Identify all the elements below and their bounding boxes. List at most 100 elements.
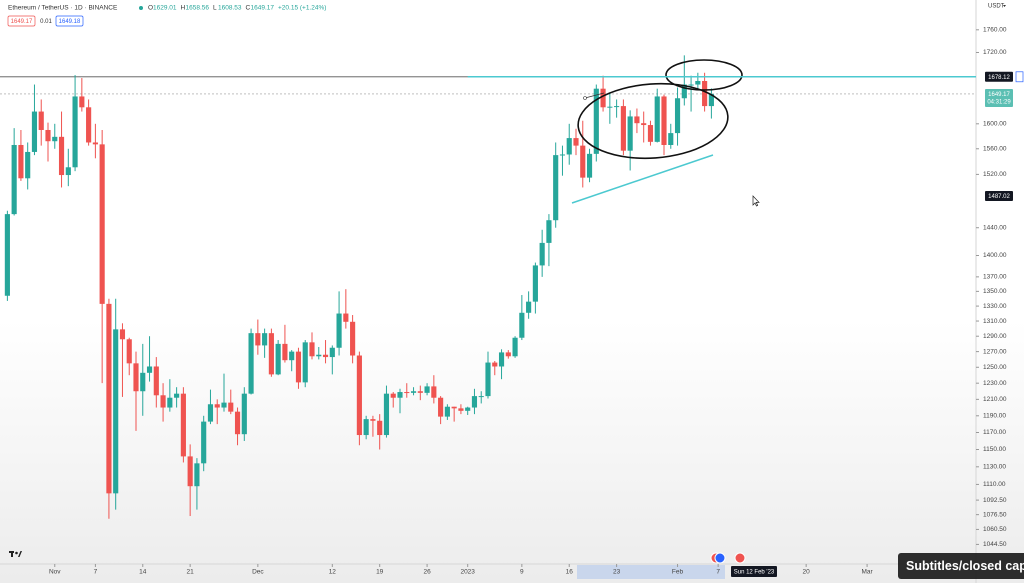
candle-body — [119, 329, 126, 340]
candle-body — [607, 106, 613, 108]
y-tick-label: 1370.00 — [983, 274, 1007, 281]
ohlc-key: C — [246, 5, 251, 12]
candle-body — [275, 343, 281, 375]
candle-body — [92, 142, 98, 145]
candle-body — [234, 411, 241, 435]
candle-body — [289, 351, 295, 361]
candle-body — [146, 366, 153, 373]
y-tick-label: 1350.00 — [983, 288, 1007, 295]
candle-body — [708, 93, 714, 107]
candle-body — [586, 153, 593, 178]
candle-body — [478, 396, 484, 398]
sell-box[interactable] — [7, 15, 36, 27]
candle-body — [241, 393, 247, 435]
crosshair-date-box — [731, 566, 777, 577]
event-icon[interactable] — [714, 552, 726, 564]
x-tick-label: 21 — [187, 569, 195, 576]
candle-body — [370, 419, 376, 421]
candle-body — [174, 393, 180, 398]
y-tick-label: 1440.00 — [983, 224, 1007, 231]
candle-body — [532, 265, 538, 302]
candle-body — [329, 347, 335, 358]
candle-body — [593, 88, 599, 154]
buy-price: 1649.18 — [59, 19, 81, 25]
candle-body — [113, 329, 119, 494]
caption-text: Subtitles/closed capt — [906, 559, 1024, 573]
candle-body — [674, 98, 681, 134]
candle-body — [620, 106, 626, 151]
y-tick-label: 1110.00 — [983, 481, 1006, 488]
candle-body — [451, 406, 457, 409]
candle-body — [316, 354, 322, 357]
candle-body — [322, 354, 329, 358]
candle-body — [498, 352, 505, 367]
price-label-box — [985, 71, 1013, 82]
candle-body — [404, 392, 410, 394]
ohlc-value: 1658.56 — [186, 5, 210, 12]
candle-body — [45, 129, 51, 142]
candle-body — [58, 136, 65, 176]
spread: 0.01 — [40, 19, 52, 25]
candle-body — [553, 155, 559, 221]
crosshair-price-box — [985, 191, 1013, 202]
price-label: 1678.12 — [988, 75, 1010, 81]
candle-body — [295, 351, 302, 383]
candle-body — [302, 342, 308, 383]
candle-body — [688, 84, 694, 86]
candle-body — [356, 355, 362, 436]
y-tick-label: 1230.00 — [983, 380, 1007, 387]
candle-body — [153, 366, 159, 396]
drawing-handle — [583, 96, 587, 100]
x-tick-label: 7 — [716, 569, 720, 576]
candle-body — [268, 333, 274, 375]
candle-body — [695, 80, 701, 85]
countdown: 04:31:29 — [987, 100, 1011, 106]
y-tick-label: 1250.00 — [983, 364, 1007, 371]
candle-body — [79, 96, 85, 108]
crosshair-price-label: 1487.02 — [988, 194, 1010, 200]
ohlc-key: L — [213, 5, 217, 12]
y-tick-label: 1270.00 — [983, 348, 1007, 355]
y-tick-label: 1170.00 — [983, 429, 1006, 436]
candle-body — [228, 402, 234, 412]
candle-body — [194, 463, 200, 487]
buy-box[interactable] — [55, 15, 84, 27]
change: +20.15 (+1.24%) — [278, 5, 326, 12]
x-tick-label: Mar — [861, 569, 873, 576]
candle-body — [25, 151, 31, 179]
x-tick-label: Nov — [49, 569, 61, 576]
currency-dropdown — [1003, 5, 1006, 7]
candle-body — [417, 391, 423, 393]
y-tick-label: 1310.00 — [983, 318, 1007, 325]
candle-body — [465, 407, 471, 411]
candle-body — [262, 333, 268, 346]
candle-body — [526, 301, 532, 313]
x-tick-label: 26 — [423, 569, 431, 576]
candle-body — [99, 144, 105, 304]
header: Ethereum / TetherUS · 1D · BINANCE O 1629… — [7, 5, 326, 27]
candle-body — [485, 362, 491, 397]
y-tick-label: 1290.00 — [983, 333, 1007, 340]
logo — [9, 551, 22, 557]
x-range-highlight — [577, 565, 725, 579]
candle-body — [647, 125, 654, 142]
candle-body — [600, 88, 606, 108]
candle-body — [167, 397, 173, 408]
y-tick-label: 1150.00 — [983, 446, 1006, 453]
last-price-label: 1649.17 — [988, 92, 1010, 98]
event-icon[interactable] — [734, 552, 746, 564]
candle-body — [52, 136, 58, 142]
candle-body — [546, 220, 552, 243]
candle-body — [31, 111, 38, 152]
candle-body — [580, 145, 586, 178]
candle-body — [641, 123, 647, 126]
y-tick-label: 1560.00 — [983, 145, 1007, 152]
caption-overlay[interactable] — [898, 553, 1024, 579]
ellipse-drawing — [665, 59, 743, 91]
candle-body — [438, 397, 444, 417]
x-tick-label: 14 — [139, 569, 147, 576]
candle-body — [702, 80, 708, 107]
ellipse-drawing — [577, 82, 729, 160]
candle-body — [573, 138, 579, 146]
currency[interactable]: USDT — [988, 4, 1005, 10]
